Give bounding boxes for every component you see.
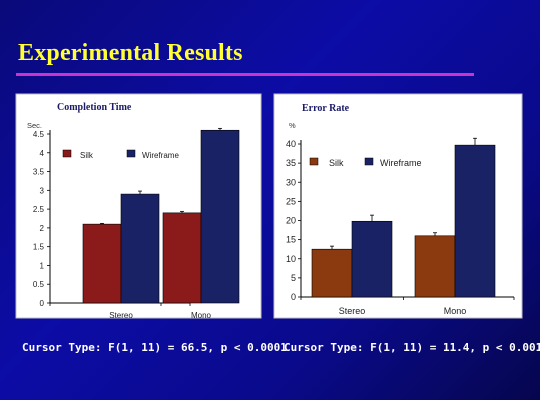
- legend-swatch-wireframe: [364, 157, 374, 166]
- chart-title: Error Rate: [302, 103, 350, 114]
- stat-completion-time: Cursor Type: F(1, 11) = 66.5, p < 0.0001: [22, 341, 287, 354]
- bar-wireframe-mono: [454, 144, 496, 298]
- bar-wireframe-mono: [200, 129, 240, 304]
- bar-silk-mono: [162, 212, 202, 304]
- legend-label-wireframe: Wireframe: [380, 158, 422, 168]
- y-tick-label: 35: [286, 158, 296, 168]
- chart-title: Completion Time: [57, 102, 132, 113]
- bar-silk-stereo: [311, 248, 353, 298]
- y-tick-label: 0: [291, 292, 296, 302]
- bar-silk-mono: [414, 235, 456, 298]
- x-category-label: Stereo: [339, 306, 366, 316]
- y-tick-label: 0.5: [33, 280, 45, 289]
- y-tick-label: 10: [286, 254, 296, 264]
- legend-swatch-silk: [62, 149, 72, 158]
- y-tick-label: 5: [291, 273, 296, 283]
- slide-title: Experimental Results: [18, 40, 243, 66]
- legend-label-silk: Silk: [329, 158, 344, 168]
- y-axis-label: Sec.: [27, 121, 42, 130]
- x-category-label: Mono: [444, 306, 467, 316]
- chart-0: Completion Time Sec. 0 0.5 1 1.5 2 2.5 3 3.5 4 4.5 S…: [15, 93, 262, 320]
- legend-label-wireframe: Wireframe: [142, 151, 179, 160]
- bar-wireframe-stereo: [120, 193, 160, 304]
- y-tick-label: 4: [40, 149, 45, 158]
- y-tick-label: 20: [286, 216, 296, 226]
- legend-swatch-wireframe: [126, 149, 136, 158]
- y-tick-label: 2: [40, 224, 45, 233]
- y-tick-label: 1: [40, 261, 45, 270]
- y-tick-label: 3: [40, 186, 45, 195]
- y-tick-label: 2.5: [33, 205, 45, 214]
- y-tick-label: 1.5: [33, 243, 45, 252]
- title-rule: [16, 73, 474, 76]
- bar-wireframe-stereo: [351, 220, 393, 298]
- chart-1: Error Rate% 0 5 10 15 20 25 30 35 40 Stereo Mono Sil…: [273, 93, 523, 319]
- y-tick-label: 40: [286, 139, 296, 149]
- legend-swatch-silk: [309, 157, 319, 166]
- y-tick-label: 25: [286, 196, 296, 206]
- x-category-label: Mono: [191, 311, 212, 320]
- y-tick-label: 3.5: [33, 168, 45, 177]
- legend-label-silk: Silk: [80, 151, 94, 160]
- bar-silk-stereo: [82, 223, 122, 304]
- x-category-label: Stereo: [109, 311, 133, 320]
- y-tick-label: 0: [40, 299, 45, 308]
- stat-error-rate: Cursor Type: F(1, 11) = 11.4, p < 0.001: [284, 341, 540, 354]
- y-tick-label: 15: [286, 235, 296, 245]
- y-tick-label: 4.5: [33, 130, 45, 139]
- y-axis-label: %: [289, 121, 296, 130]
- y-tick-label: 30: [286, 177, 296, 187]
